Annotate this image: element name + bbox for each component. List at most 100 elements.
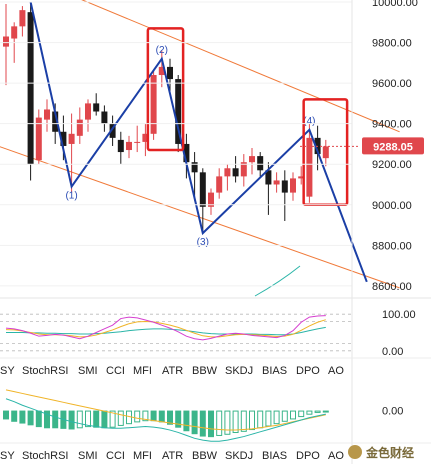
candle-up xyxy=(76,119,83,136)
histogram-bar xyxy=(191,410,198,435)
histogram-bar xyxy=(273,410,280,425)
tab-bottom-smi[interactable]: SMI xyxy=(78,450,98,462)
tab-bottom-stochrsi[interactable]: StochRSI xyxy=(22,450,68,462)
histogram-bar xyxy=(150,410,157,422)
candle-up xyxy=(134,141,141,143)
histogram-bar xyxy=(68,410,75,430)
price-tick-label: 9800.00 xyxy=(372,38,412,50)
last-price-value: 9288.05 xyxy=(373,141,413,153)
candle-down xyxy=(183,143,190,163)
histogram-bar xyxy=(298,410,305,418)
histogram-bar xyxy=(281,410,288,422)
histogram-bar xyxy=(142,410,149,422)
histogram-bar xyxy=(35,410,42,428)
tab-bottom-skdj[interactable]: SKDJ xyxy=(225,450,253,462)
candle-up xyxy=(35,117,42,161)
tab-bottom-sy[interactable]: SY xyxy=(0,450,15,462)
histogram-bar xyxy=(134,410,141,423)
candle-down xyxy=(93,103,100,112)
candle-up xyxy=(208,192,214,207)
tab-bottom-bias[interactable]: BIAS xyxy=(262,450,287,462)
candle-up xyxy=(3,36,9,47)
price-tick-label: 9400.00 xyxy=(372,119,412,131)
tab-bottom-cci[interactable]: CCI xyxy=(106,450,125,462)
candle-up xyxy=(216,176,223,193)
tab-bottom-bbw[interactable]: BBW xyxy=(192,450,218,462)
candle-up xyxy=(298,176,305,179)
tab-sy[interactable]: SY xyxy=(0,365,15,377)
candle-down xyxy=(175,79,182,144)
channel-line xyxy=(81,0,400,133)
histogram-bar xyxy=(199,410,206,437)
histogram-bar xyxy=(93,410,100,428)
candle-up xyxy=(273,180,280,185)
highlight-box xyxy=(146,27,185,152)
projection-line xyxy=(254,265,301,297)
histogram-bar xyxy=(44,410,50,429)
wave-point-label: (1) xyxy=(65,191,77,202)
last-price-tag: 9288.05 xyxy=(300,137,424,155)
price-tick-label: 9600.00 xyxy=(372,78,412,90)
tab-bottom-atr[interactable]: ATR xyxy=(162,450,183,462)
price-tick-label: 8600.00 xyxy=(372,281,412,293)
candle-down xyxy=(60,131,67,146)
candle-up xyxy=(249,156,255,163)
histogram-bar xyxy=(224,410,231,435)
candle-up xyxy=(11,26,18,39)
tab-stochrsi[interactable]: StochRSI xyxy=(22,365,68,377)
candle-down xyxy=(265,170,272,185)
indicator-tick-label: 0.00 xyxy=(382,346,403,358)
histogram-bar xyxy=(322,410,329,413)
tab-smi[interactable]: SMI xyxy=(78,365,98,377)
histogram-bar xyxy=(216,410,223,436)
histogram-bar xyxy=(167,410,173,425)
tab-bottom-mfi[interactable]: MFI xyxy=(133,450,152,462)
watermark: 金色财经 xyxy=(348,445,414,460)
tab-bottom-dpo[interactable]: DPO xyxy=(296,450,320,462)
indicator-tabs-bottom[interactable]: SY StochRSI SMI CCI MFI ATR BBW SKDJ BIAS DPO AO xyxy=(0,442,431,462)
candle-up xyxy=(322,146,329,159)
tab-cci[interactable]: CCI xyxy=(106,365,125,377)
candlestick-series xyxy=(3,2,329,232)
histogram-bar xyxy=(290,410,296,420)
candle-up xyxy=(19,10,26,27)
tab-atr[interactable]: ATR xyxy=(162,365,183,377)
histogram-bar xyxy=(85,410,91,428)
price-tick-label: 9000.00 xyxy=(372,200,412,212)
candle-up xyxy=(290,178,296,193)
histogram-bar xyxy=(175,410,182,428)
price-tick-label: 8800.00 xyxy=(372,240,412,252)
indicator-line_a xyxy=(5,315,326,341)
tab-mfi[interactable]: MFI xyxy=(133,365,152,377)
histogram-bar xyxy=(183,410,190,432)
indicator-panel: 100.00 0.00 xyxy=(0,297,431,358)
wave-point-label: (2) xyxy=(156,45,168,56)
candle-up xyxy=(224,168,231,177)
candle-up xyxy=(142,133,149,142)
tab-skdj[interactable]: SKDJ xyxy=(225,365,253,377)
histogram-bar xyxy=(11,410,18,422)
candle-down xyxy=(199,172,206,207)
histogram-bar xyxy=(257,410,264,429)
watermark-logo-icon xyxy=(348,445,362,459)
oscillator-panel: 0.00 xyxy=(3,389,403,442)
candle-up xyxy=(150,75,157,134)
indicator-tick-label: 100.00 xyxy=(382,309,416,321)
candle-down xyxy=(191,162,198,173)
candle-down xyxy=(281,180,288,193)
indicator-line_c xyxy=(6,326,326,336)
candle-down xyxy=(109,123,116,138)
candle-up xyxy=(306,137,313,197)
price-tick-label: 9200.00 xyxy=(372,159,412,171)
candle-down xyxy=(101,111,108,124)
oscillator-line_slow xyxy=(5,389,326,431)
tab-dpo[interactable]: DPO xyxy=(296,365,320,377)
indicator-tabs-top[interactable]: SY StochRSI SMI CCI MFI ATR BBW SKDJ BIAS DPO AO xyxy=(0,357,431,377)
tab-bbw[interactable]: BBW xyxy=(192,365,218,377)
tab-ao[interactable]: AO xyxy=(328,365,344,377)
histogram-bar xyxy=(19,410,26,424)
tab-bottom-ao[interactable]: AO xyxy=(328,450,344,462)
histogram-bar xyxy=(117,410,124,426)
tab-bias[interactable]: BIAS xyxy=(262,365,287,377)
